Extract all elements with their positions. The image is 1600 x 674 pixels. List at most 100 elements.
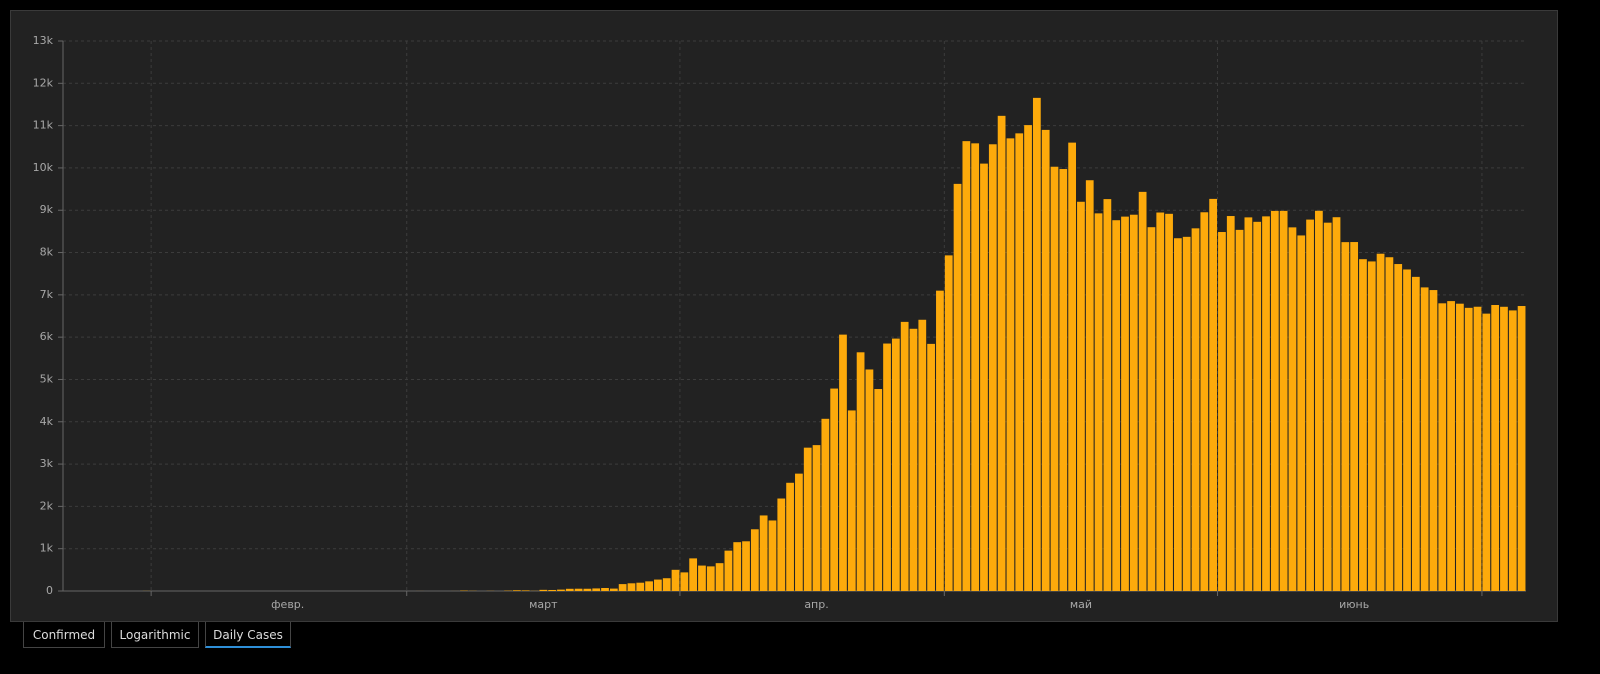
x-tick-label: февр.: [271, 598, 304, 611]
bar: [1429, 290, 1438, 591]
bar: [1359, 259, 1367, 591]
bar: [1376, 253, 1385, 591]
bar: [1032, 97, 1041, 591]
bar: [1447, 301, 1455, 591]
bar: [1015, 133, 1024, 591]
x-tick-label: июнь: [1339, 598, 1369, 611]
bar: [927, 343, 935, 591]
y-tick-label: 5k: [40, 372, 54, 385]
y-tick-label: 12k: [33, 76, 54, 89]
bar: [1024, 125, 1032, 591]
bar: [1191, 228, 1200, 592]
bar: [891, 338, 900, 591]
bar: [1500, 306, 1508, 591]
bar: [618, 584, 627, 591]
x-tick-label: март: [529, 598, 558, 611]
bar: [1456, 303, 1464, 591]
bar: [1156, 212, 1165, 591]
x-tick-label: май: [1070, 598, 1092, 611]
bar: [1041, 129, 1050, 591]
y-tick-label: 7k: [40, 288, 54, 301]
bar: [1517, 306, 1526, 591]
bar: [1253, 221, 1262, 592]
bar: [1165, 213, 1173, 592]
bar: [1270, 210, 1279, 591]
bar: [1411, 276, 1420, 591]
bar: [1508, 310, 1517, 591]
bar: [1218, 232, 1226, 591]
bar: [1112, 220, 1121, 591]
bar: [953, 183, 962, 591]
bar: [909, 328, 918, 591]
bar: [1138, 191, 1147, 591]
y-tick-label: 3k: [40, 457, 54, 470]
bar: [698, 565, 706, 591]
bar: [1094, 213, 1103, 591]
bar: [1297, 235, 1306, 591]
bar: [1473, 306, 1482, 591]
bar: [565, 588, 574, 591]
bar: [521, 590, 530, 591]
tab[interactable]: Daily Cases: [205, 622, 291, 648]
bar: [706, 566, 715, 591]
bar: [1403, 269, 1411, 591]
bar: [742, 541, 750, 591]
bar: [1262, 216, 1270, 591]
bar: [847, 410, 856, 591]
y-tick-label: 8k: [40, 246, 54, 259]
bar: [1209, 198, 1218, 591]
bar: [786, 482, 794, 591]
bar: [1279, 210, 1288, 591]
bar: [1173, 238, 1182, 591]
bar: [1200, 212, 1209, 591]
tab[interactable]: Confirmed: [23, 622, 105, 648]
bar: [777, 498, 786, 591]
tab[interactable]: Logarithmic: [111, 622, 199, 648]
bar: [548, 589, 557, 591]
bar: [662, 578, 671, 591]
bar: [795, 473, 803, 591]
bar: [750, 529, 759, 591]
y-tick-label: 13k: [33, 34, 54, 47]
bar: [1077, 201, 1085, 591]
y-tick-label: 4k: [40, 415, 54, 428]
bar: [539, 589, 548, 591]
bar: [1288, 227, 1297, 591]
bar: [768, 520, 777, 591]
bar: [513, 590, 521, 591]
bar: [1367, 261, 1376, 591]
bar: [1323, 222, 1332, 591]
bar: [671, 569, 680, 591]
bar: [1482, 313, 1491, 591]
bar: [971, 143, 980, 592]
bar: [1394, 264, 1403, 591]
bar: [1068, 142, 1076, 591]
bar: [1306, 219, 1314, 592]
bar: [1491, 305, 1500, 591]
bar: [1182, 236, 1191, 592]
bar: [1235, 229, 1244, 591]
bar: [839, 334, 847, 591]
chart: 0 1k 2k 3k 4k 5k 6k 7k 8k 9k 10k 11k 12k 13k февр. март…: [33, 34, 1526, 611]
bar: [812, 445, 821, 591]
bar: [1226, 216, 1235, 591]
bar: [1464, 307, 1473, 591]
bar: [724, 550, 733, 591]
bar: [997, 115, 1006, 591]
bar: [936, 290, 944, 591]
bar: [1121, 216, 1129, 591]
y-tick-label: 6k: [40, 330, 54, 343]
bar: [733, 542, 742, 591]
y-tick-label: 2k: [40, 499, 54, 512]
y-tick-label: 11k: [33, 119, 54, 132]
bar: [574, 588, 583, 591]
bar: [1006, 138, 1015, 591]
bar: [856, 352, 865, 591]
bar: [654, 579, 662, 591]
bar: [1103, 199, 1112, 591]
y-tick-label: 0: [46, 584, 53, 597]
bar: [1129, 214, 1138, 591]
bar: [1420, 287, 1429, 591]
bar: [601, 587, 609, 591]
